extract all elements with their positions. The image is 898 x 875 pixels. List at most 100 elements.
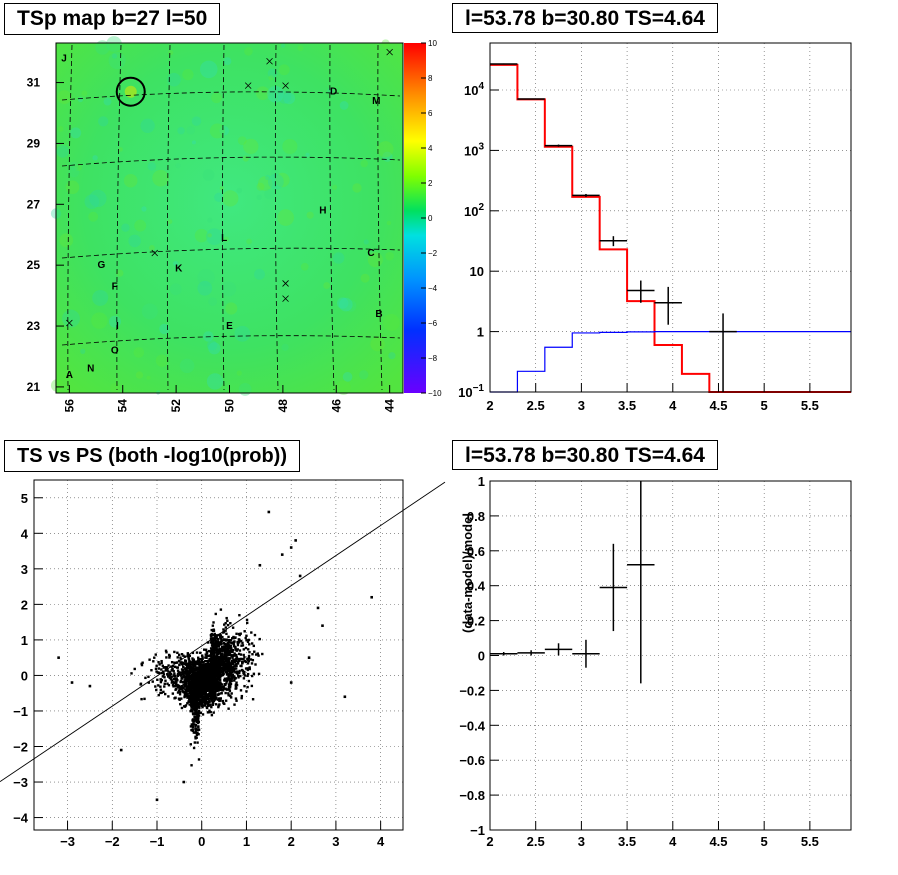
scatter-point [174,684,177,688]
scatter-point [298,574,302,578]
scatter-point [204,670,207,673]
map-texture [257,176,273,191]
colorbar [404,43,426,393]
scatter-point [228,683,231,686]
map-texture [168,50,174,56]
scatter-point [227,692,230,695]
scatter-point [248,666,251,669]
map-texture [92,290,109,306]
scatter-point [143,697,146,701]
scatter-point [197,672,201,676]
scatter-point [208,683,211,686]
scatter-point [247,638,250,642]
scatter-point [229,621,232,625]
scatter-point [176,656,179,659]
scatter-point [261,652,264,656]
scatter-point [157,661,160,664]
map-texture [69,161,79,171]
x-tick-label: 0 [198,834,205,849]
scatter-point [202,684,206,687]
scatter-point [234,636,237,639]
scatter-point [220,662,224,666]
scatter-point [200,681,203,684]
scatter-point [192,663,195,667]
scatter-point [200,704,204,708]
scatter-point [235,699,238,702]
scatter-point [201,678,205,681]
scatter-point [206,711,210,714]
map-texture [381,39,390,48]
scatter-point [229,662,232,665]
scatter-point [193,741,197,744]
scatter-point [246,667,249,670]
tick-base: 10 [464,143,478,158]
scatter-point [195,720,199,724]
scatter-point [182,780,186,784]
y-tick-label: 25 [27,258,41,272]
scatter-point [189,676,192,680]
scatter-point [212,641,215,644]
map-texture [281,343,289,351]
scatter-point [227,664,231,668]
scatter-point [191,657,194,660]
scatter-point [242,653,245,657]
scatter-point [213,672,217,676]
scatter-point [203,665,206,669]
scatter-point [164,669,168,672]
scatter-point [217,681,220,684]
scatter-point [187,686,190,690]
x-tick-label: 48 [276,399,290,413]
scatter-point [251,658,255,662]
scatter-point [218,664,221,667]
scatter-point [182,691,186,694]
scatter-point [243,656,246,659]
scatter-point [179,671,182,674]
scatter-point [172,677,176,681]
map-label: O [111,345,119,356]
scatter-point [165,656,168,659]
scatter-point [199,696,202,699]
scatter-point [173,661,176,664]
scatter-point [219,655,222,659]
x-tick-label: 4 [669,834,677,849]
scatter-point [144,676,147,680]
colorbar-tick-label: −4 [428,284,438,293]
scatter-point [214,674,217,678]
map-texture [306,211,314,219]
scatter-point [231,662,234,666]
scatter-point [180,671,183,674]
scatter-point [217,684,220,687]
scatter-point [223,702,226,706]
scatter-point [186,702,189,705]
scatter-point [190,701,193,705]
y-tick-label: 0.8 [467,509,485,524]
scatter-point [223,643,226,646]
scatter-point [226,642,230,645]
scatter-point [240,664,243,668]
scatter-point [227,707,230,710]
map-label: B [375,309,382,320]
scatter-point [174,696,177,700]
plot-area [490,43,851,392]
y-tick-label: −1 [470,823,485,838]
map-texture [140,118,155,134]
scatter-point [175,680,178,683]
scatter-point [223,651,226,654]
scatter-point [243,630,246,633]
scatter-point [219,684,222,687]
scatter-point [212,629,216,632]
map-texture [62,309,80,328]
scatter-point [191,705,195,708]
y-tick-label: 5 [21,491,28,506]
scatter-point [215,671,219,675]
scatter-point [194,677,197,681]
scatter-point [184,685,187,688]
map-texture [135,371,144,379]
map-texture [242,155,249,162]
scatter-point [181,669,185,673]
scatter-point [167,670,170,673]
scatter-point [188,700,191,703]
scatter-point [197,758,201,761]
map-cross-marker [282,82,289,89]
map-texture [211,92,222,104]
